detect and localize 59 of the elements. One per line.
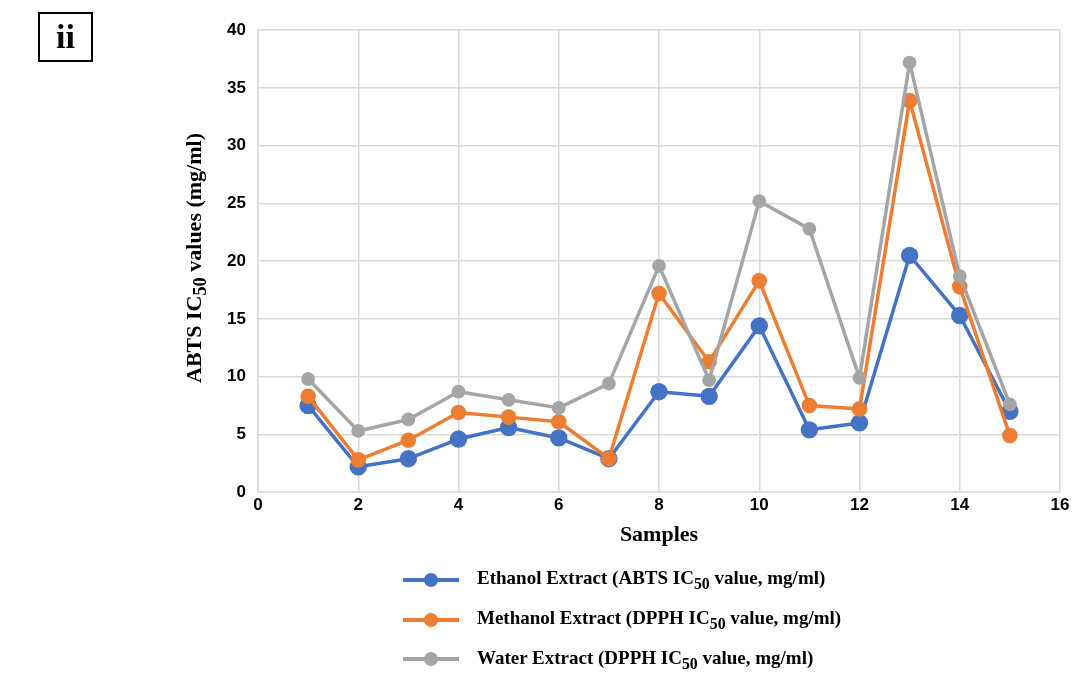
x-axis-title: Samples: [619, 521, 699, 547]
y-tick-label: 10: [227, 366, 246, 386]
point: [1002, 397, 1017, 412]
point: [751, 273, 768, 289]
point: [601, 376, 616, 391]
point: [551, 400, 566, 415]
point: [852, 370, 867, 385]
y-tick-label: 30: [227, 135, 246, 155]
point: [951, 306, 969, 325]
x-tick-label: 4: [453, 495, 464, 515]
point: [451, 384, 466, 399]
point: [752, 194, 767, 209]
x-tick-label: 14: [950, 495, 970, 515]
y-tick-label: 15: [227, 308, 246, 328]
point: [801, 397, 818, 414]
point: [850, 414, 869, 432]
point: [399, 450, 418, 468]
point: [651, 285, 667, 302]
legend-label: Ethanol Extract (ABTS IC$_{50}$ value, mg/ml): [477, 567, 826, 593]
text: ii: [38, 12, 93, 62]
point: [802, 221, 817, 236]
point: [650, 383, 668, 401]
y-tick-label: 35: [227, 77, 246, 97]
y-tick-label: 0: [236, 481, 246, 501]
point: [300, 388, 316, 405]
x-tick-label: 10: [749, 495, 769, 515]
y-tick-label: 25: [227, 193, 246, 213]
x-tick-label: 12: [850, 495, 869, 515]
point: [851, 401, 868, 417]
point: [750, 317, 768, 335]
point: [501, 392, 516, 407]
legend-label: Water Extract (DPPH IC$_{50}$ value, mg/ml): [477, 646, 814, 673]
point: [400, 432, 417, 449]
point: [401, 412, 416, 427]
point: [902, 55, 917, 70]
point: [800, 421, 819, 439]
point: [350, 452, 367, 468]
x-tick-label: 16: [1050, 495, 1070, 515]
point: [500, 409, 517, 425]
point: [700, 387, 718, 406]
x-tick-label: 0: [253, 495, 263, 515]
point: [301, 372, 316, 386]
point: [702, 373, 717, 388]
point: [450, 404, 467, 421]
point: [1002, 427, 1018, 444]
point: [351, 424, 366, 438]
legend-label: Methanol Extract (DPPH IC$_{50}$ value, mg/ml): [477, 606, 842, 633]
point: [952, 269, 967, 284]
point: [449, 430, 468, 448]
x-tick-label: 6: [554, 495, 564, 515]
y-tick-label: 40: [227, 19, 246, 39]
y-tick-label: 5: [236, 424, 246, 444]
point: [550, 429, 568, 447]
y-tick-label: 20: [227, 250, 246, 270]
x-tick-label: 8: [654, 495, 664, 515]
point: [550, 413, 567, 430]
point: [900, 246, 919, 265]
x-tick-label: 2: [353, 495, 363, 515]
point: [652, 258, 666, 273]
